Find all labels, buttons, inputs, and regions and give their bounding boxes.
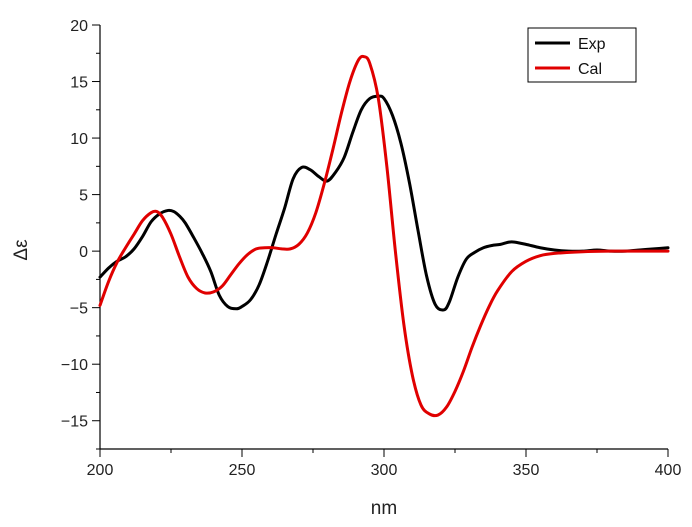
- legend: Exp Cal: [527, 27, 637, 83]
- series-line-cal: [98, 54, 670, 418]
- y-tick-label: −15: [61, 414, 88, 431]
- axes: 200 250 300 350 400 −15 −10 −5 0 5 10 15 20: [61, 18, 682, 479]
- x-ticks: 200 250 300 350 400: [87, 449, 682, 479]
- legend-label-cal: Cal: [578, 61, 602, 78]
- y-tick-label: 10: [70, 131, 88, 148]
- x-tick-label: 300: [371, 462, 398, 479]
- x-axis-title: nm: [371, 498, 397, 519]
- x-tick-label: 400: [655, 462, 682, 479]
- y-tick-label: −10: [61, 357, 88, 374]
- x-tick-label: 200: [87, 462, 114, 479]
- series-layer: [98, 54, 670, 418]
- y-axis-title: Δε: [11, 239, 32, 261]
- y-tick-label: 0: [79, 244, 88, 261]
- y-tick-label: 20: [70, 18, 88, 35]
- x-tick-label: 350: [513, 462, 540, 479]
- y-ticks: −15 −10 −5 0 5 10 15 20: [61, 18, 100, 450]
- x-tick-label: 250: [229, 462, 256, 479]
- y-tick-label: 15: [70, 75, 88, 92]
- legend-label-exp: Exp: [578, 36, 606, 53]
- legend-box: [527, 27, 637, 83]
- y-tick-label: 5: [79, 188, 88, 205]
- y-tick-label: −5: [70, 301, 88, 318]
- series-line-exp: [98, 94, 670, 312]
